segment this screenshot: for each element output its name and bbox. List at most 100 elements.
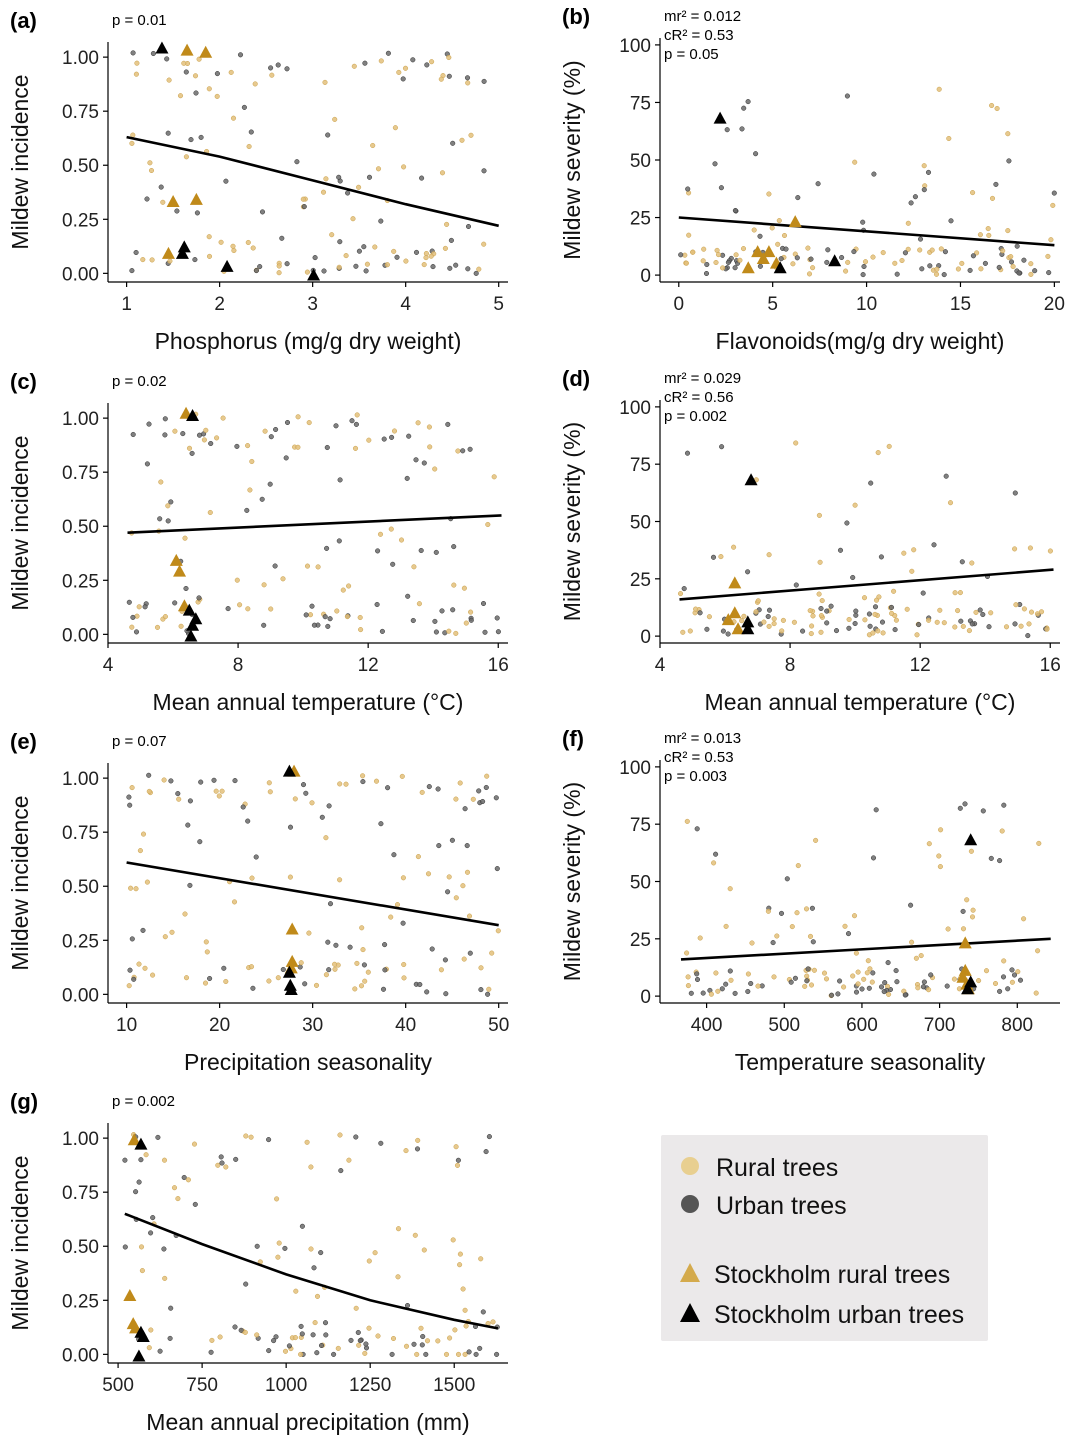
rural-point bbox=[905, 220, 911, 226]
rural-point bbox=[739, 618, 745, 624]
rural-point bbox=[1010, 263, 1016, 270]
rural-point bbox=[250, 245, 256, 251]
rural-point bbox=[419, 789, 425, 795]
rural-point bbox=[214, 435, 220, 441]
rural-point bbox=[737, 257, 743, 263]
rural-point bbox=[206, 253, 213, 259]
urban-point bbox=[389, 434, 395, 440]
urban-point bbox=[741, 105, 747, 111]
y-tick-label: 1.00 bbox=[62, 409, 99, 430]
stockholm-rural-point bbox=[169, 553, 183, 566]
urban-point bbox=[127, 967, 133, 973]
rural-point bbox=[204, 949, 210, 955]
urban-point bbox=[778, 910, 785, 916]
rural-point bbox=[810, 265, 816, 271]
rural-point bbox=[148, 167, 155, 174]
rural-point bbox=[690, 249, 696, 255]
rural-point bbox=[304, 563, 311, 569]
urban-point bbox=[464, 75, 471, 81]
y-tick-label: 25 bbox=[630, 209, 651, 230]
rural-point bbox=[428, 253, 434, 259]
urban-point bbox=[299, 1331, 305, 1337]
urban-point bbox=[417, 981, 423, 988]
rural-point bbox=[196, 56, 202, 62]
rural-point bbox=[306, 930, 312, 936]
rural-point bbox=[905, 246, 911, 252]
urban-point bbox=[273, 426, 279, 433]
urban-point bbox=[165, 518, 171, 524]
x-axis-title: Flavonoids(mg/g dry weight) bbox=[716, 328, 1005, 354]
urban-point bbox=[724, 127, 730, 133]
x-axis-title: Mean annual temperature (°C) bbox=[705, 689, 1016, 715]
rural-point bbox=[843, 268, 849, 274]
rural-point bbox=[811, 967, 817, 973]
fit-line bbox=[124, 1212, 499, 1330]
rural-point bbox=[886, 443, 892, 449]
rural-point bbox=[154, 624, 161, 630]
y-axis-title: Mildew incidence bbox=[7, 74, 33, 249]
urban-point bbox=[318, 1342, 325, 1349]
rural-point bbox=[855, 981, 861, 987]
rural-point bbox=[357, 614, 363, 621]
rural-point bbox=[807, 933, 814, 939]
urban-point bbox=[720, 628, 726, 634]
urban-point bbox=[189, 450, 195, 456]
urban-point bbox=[361, 962, 367, 968]
urban-point bbox=[467, 950, 473, 956]
rural-point bbox=[160, 199, 166, 205]
rural-point bbox=[1050, 202, 1056, 208]
y-tick-label: 0.50 bbox=[62, 1237, 99, 1258]
rural-point bbox=[989, 195, 996, 201]
x-tick-label: 700 bbox=[924, 1015, 956, 1036]
stockholm-urban-point bbox=[177, 240, 191, 253]
rural-point bbox=[809, 623, 815, 629]
urban-point bbox=[284, 419, 291, 426]
rural-point bbox=[421, 1247, 427, 1253]
urban-point bbox=[805, 966, 811, 972]
x-tick-label: 16 bbox=[488, 655, 509, 676]
rural-point bbox=[701, 246, 707, 252]
urban-point bbox=[678, 252, 684, 258]
rural-point bbox=[144, 879, 150, 885]
stockholm-urban-point bbox=[773, 261, 787, 274]
urban-point bbox=[130, 431, 136, 438]
urban-point bbox=[325, 132, 331, 138]
urban-point bbox=[172, 600, 178, 606]
urban-point bbox=[483, 1149, 489, 1155]
rural-point bbox=[446, 54, 452, 61]
rural-point bbox=[249, 875, 255, 881]
rural-point bbox=[817, 559, 823, 565]
rural-point bbox=[808, 631, 814, 637]
rural-point bbox=[343, 781, 349, 787]
stockholm-rural-point bbox=[788, 215, 802, 228]
urban-point bbox=[980, 611, 986, 618]
rural-point bbox=[861, 595, 868, 601]
stockholm-rural-point bbox=[756, 251, 770, 264]
urban-point bbox=[745, 99, 751, 105]
rural-point bbox=[346, 1157, 352, 1163]
stat-annotation: cR² = 0.53 bbox=[664, 749, 734, 766]
urban-point bbox=[390, 561, 396, 567]
rural-point bbox=[213, 788, 219, 794]
fit-line bbox=[678, 216, 1055, 247]
rural-point bbox=[481, 241, 487, 247]
urban-point bbox=[130, 614, 136, 620]
rural-point bbox=[806, 271, 813, 277]
urban-point bbox=[284, 66, 290, 72]
rural-point bbox=[918, 953, 924, 959]
stockholm-urban-point bbox=[132, 1349, 146, 1362]
rural-point bbox=[424, 1338, 431, 1344]
rural-point bbox=[685, 983, 691, 989]
rural-point bbox=[391, 248, 397, 254]
urban-point bbox=[1025, 633, 1031, 639]
rural-point bbox=[128, 885, 134, 891]
urban-point bbox=[925, 169, 932, 175]
urban-point bbox=[948, 218, 954, 224]
rural-point bbox=[395, 1274, 401, 1280]
urban-point bbox=[958, 618, 964, 624]
stockholm-rural-point bbox=[127, 1133, 141, 1146]
x-axis-title: Mean annual precipitation (mm) bbox=[146, 1409, 469, 1435]
rural-point bbox=[1027, 545, 1033, 551]
urban-point bbox=[211, 777, 217, 783]
rural-point bbox=[816, 512, 822, 518]
